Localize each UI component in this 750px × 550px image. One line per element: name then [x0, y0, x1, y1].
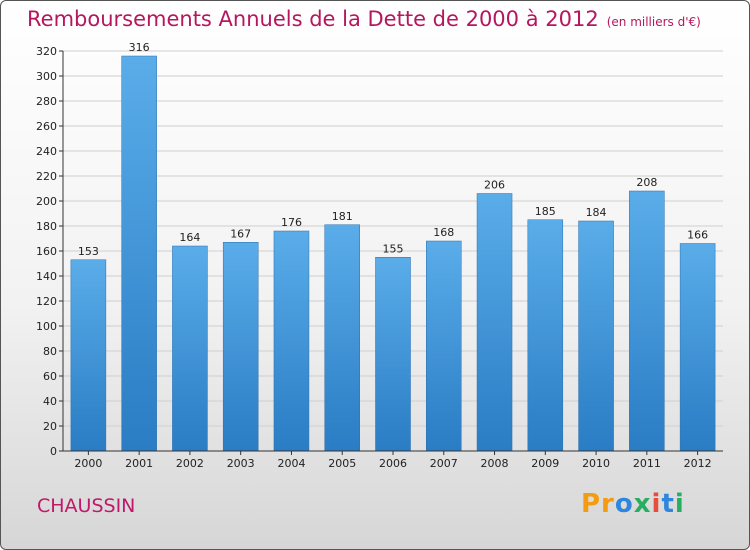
chart-title-text: Remboursements Annuels de la Dette de 20… [27, 7, 599, 31]
y-tick-label: 280 [36, 95, 57, 108]
value-label-2008: 206 [484, 179, 505, 192]
x-tick-label-2010: 2010 [582, 457, 610, 470]
y-tick-label: 0 [50, 445, 57, 458]
bar-2010 [578, 220, 614, 452]
bar-2008 [476, 193, 513, 452]
y-tick-label: 60 [43, 370, 57, 383]
value-label-2007: 168 [433, 226, 454, 239]
y-tick-label: 220 [36, 170, 57, 183]
y-tick-label: 40 [43, 395, 57, 408]
bar-2011 [629, 190, 665, 452]
value-label-2005: 181 [332, 210, 353, 223]
x-tick-label-2006: 2006 [379, 457, 407, 470]
y-tick-label: 140 [36, 270, 57, 283]
bar-2006 [375, 257, 411, 452]
y-tick-label: 200 [36, 195, 57, 208]
x-tick-label-2008: 2008 [481, 457, 509, 470]
x-tick-label-2002: 2002 [176, 457, 204, 470]
bar-2009 [527, 219, 564, 452]
value-label-2000: 153 [78, 245, 99, 258]
y-tick-label: 180 [36, 220, 57, 233]
x-tick-label-2005: 2005 [328, 457, 356, 470]
y-tick-label: 100 [36, 320, 57, 333]
bar-2001 [121, 55, 157, 452]
chart-title: Remboursements Annuels de la Dette de 20… [27, 7, 701, 31]
x-tick-label-2004: 2004 [277, 457, 305, 470]
x-tick-label-2011: 2011 [633, 457, 661, 470]
bar-2000 [70, 259, 107, 452]
value-label-2001: 316 [129, 41, 150, 54]
y-tick-label: 240 [36, 145, 57, 158]
y-tick-label: 260 [36, 120, 57, 133]
bar-2005 [324, 224, 360, 452]
chart-subtitle: (en milliers d'€) [606, 15, 701, 29]
y-tick-label: 160 [36, 245, 57, 258]
commune-name: CHAUSSIN [37, 495, 136, 517]
y-tick-label: 80 [43, 345, 57, 358]
bar-2007 [426, 240, 462, 452]
value-label-2012: 166 [687, 229, 708, 242]
y-tick-label: 300 [36, 70, 57, 83]
x-tick-label-2012: 2012 [684, 457, 712, 470]
bar-2012 [679, 243, 716, 452]
value-label-2011: 208 [636, 176, 657, 189]
x-tick-label-2009: 2009 [531, 457, 559, 470]
x-tick-label-2000: 2000 [74, 457, 102, 470]
x-tick-label-2007: 2007 [430, 457, 458, 470]
value-label-2002: 164 [179, 231, 200, 244]
proxiti-logo: Proxiti [581, 489, 685, 519]
bar-2002 [172, 245, 208, 452]
value-label-2004: 176 [281, 216, 302, 229]
value-label-2010: 184 [586, 206, 607, 219]
value-label-2003: 167 [230, 227, 251, 240]
y-tick-label: 120 [36, 295, 57, 308]
value-label-2006: 155 [383, 242, 404, 255]
bar-2004 [273, 230, 310, 452]
y-tick-label: 320 [36, 45, 57, 58]
x-tick-label-2001: 2001 [125, 457, 153, 470]
y-tick-label: 20 [43, 420, 57, 433]
x-tick-label-2003: 2003 [227, 457, 255, 470]
value-label-2009: 185 [535, 205, 556, 218]
bar-2003 [222, 242, 259, 452]
